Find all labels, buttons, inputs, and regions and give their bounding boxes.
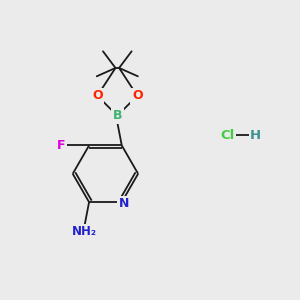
- Text: F: F: [57, 139, 65, 152]
- Text: Cl: Cl: [220, 129, 234, 142]
- Text: B: B: [112, 109, 122, 122]
- Text: N: N: [119, 197, 129, 210]
- Text: NH₂: NH₂: [72, 225, 97, 238]
- Text: H: H: [250, 129, 261, 142]
- Text: O: O: [132, 89, 142, 102]
- Text: O: O: [92, 89, 103, 102]
